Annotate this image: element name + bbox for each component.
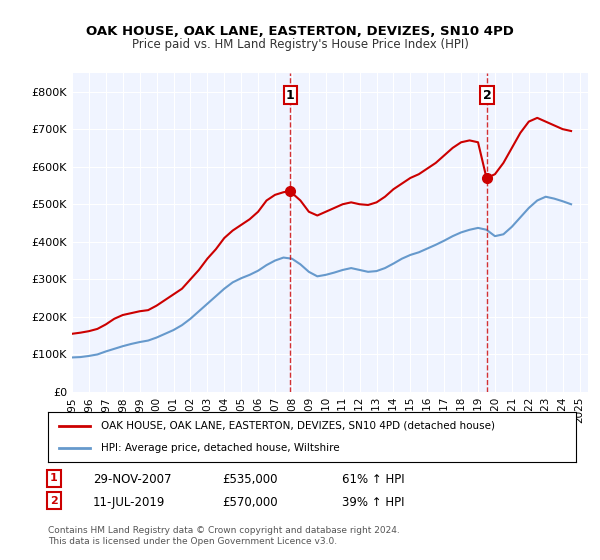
Text: 1: 1	[50, 473, 58, 483]
Text: 2: 2	[50, 496, 58, 506]
Text: £535,000: £535,000	[222, 473, 277, 486]
Text: Contains HM Land Registry data © Crown copyright and database right 2024.
This d: Contains HM Land Registry data © Crown c…	[48, 526, 400, 546]
Text: OAK HOUSE, OAK LANE, EASTERTON, DEVIZES, SN10 4PD (detached house): OAK HOUSE, OAK LANE, EASTERTON, DEVIZES,…	[101, 421, 495, 431]
Text: 2: 2	[482, 88, 491, 102]
Text: HPI: Average price, detached house, Wiltshire: HPI: Average price, detached house, Wilt…	[101, 443, 340, 453]
Text: £570,000: £570,000	[222, 496, 278, 508]
Text: 11-JUL-2019: 11-JUL-2019	[93, 496, 166, 508]
Text: OAK HOUSE, OAK LANE, EASTERTON, DEVIZES, SN10 4PD: OAK HOUSE, OAK LANE, EASTERTON, DEVIZES,…	[86, 25, 514, 38]
Text: 1: 1	[286, 88, 295, 102]
Text: 29-NOV-2007: 29-NOV-2007	[93, 473, 172, 486]
Text: Price paid vs. HM Land Registry's House Price Index (HPI): Price paid vs. HM Land Registry's House …	[131, 38, 469, 50]
Text: 39% ↑ HPI: 39% ↑ HPI	[342, 496, 404, 508]
Text: 61% ↑ HPI: 61% ↑ HPI	[342, 473, 404, 486]
